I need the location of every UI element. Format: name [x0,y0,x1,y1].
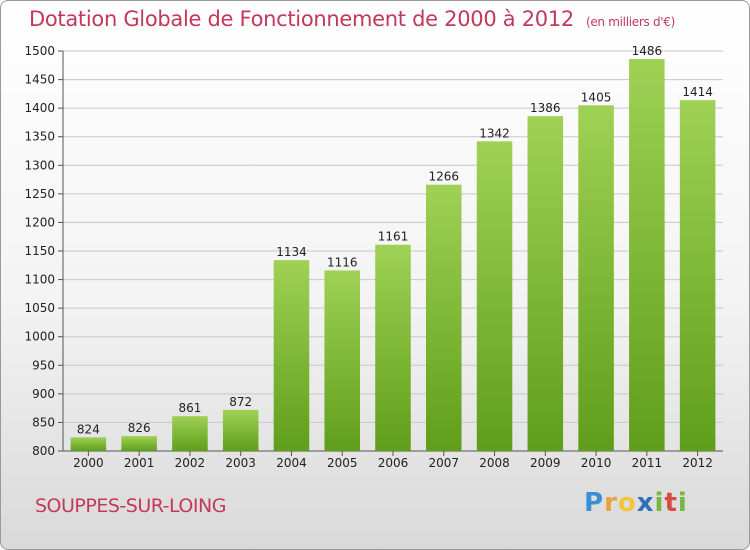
value-label-2001: 826 [128,421,151,435]
y-tick-label: 900 [32,387,55,401]
x-tick-label-2012: 2012 [682,456,713,470]
value-label-2004: 1134 [276,245,307,259]
value-label-2005: 1116 [327,255,358,269]
bar-2006 [375,244,411,451]
x-tick-label-2004: 2004 [276,456,307,470]
bar-2000 [70,437,107,451]
value-label-2003: 872 [229,395,252,409]
labels: 824 826 861 872 1134 1116 1161 1266 1342 1386 1405… [77,44,713,436]
chart-subtitle: (en milliers d'€) [585,15,675,29]
bar-2012 [679,100,716,452]
x-tick-label-2011: 2011 [632,456,663,470]
value-label-2008: 1342 [479,126,510,140]
y-tick-label: 1250 [24,187,55,201]
bar-2008 [476,141,513,452]
bar-2005 [324,270,360,451]
y-tick-label: 1050 [24,301,55,315]
value-label-2010: 1405 [581,90,612,104]
chart-title-text: Dotation Globale de Fonctionnement de 20… [29,7,574,31]
bar-2001 [121,436,157,451]
x-tick-label-2002: 2002 [175,456,206,470]
bar-2007 [426,184,462,451]
value-label-2007: 1266 [428,170,459,184]
x-tick-label-2006: 2006 [378,456,409,470]
y-tick-label: 1300 [24,158,55,172]
bar-2004 [273,260,310,451]
bar-2010 [578,105,614,452]
y-tick-label: 1150 [24,244,55,258]
y-tick-label: 800 [32,444,55,458]
x-tick-label-2009: 2009 [530,456,561,470]
y-tick-label: 1100 [24,273,55,287]
bar-2002 [172,416,208,451]
value-label-2009: 1386 [530,101,561,115]
axes: 800 850 900 950 1000 1050 1100 1150 1200 1250 1300… [24,44,723,470]
bar-2003 [222,409,259,451]
x-tick-label-2001: 2001 [124,456,155,470]
y-tick-label: 1450 [24,73,55,87]
x-tick-label-2005: 2005 [327,456,358,470]
bar-2011 [629,59,665,451]
x-tick-label-2010: 2010 [581,456,612,470]
bars [70,59,716,452]
y-tick-label: 1350 [24,130,55,144]
y-tick-label: 1200 [24,215,55,229]
x-tick-label-2003: 2003 [225,456,256,470]
x-tick-label-2000: 2000 [73,456,104,470]
y-tick-label: 1500 [24,44,55,58]
chart-title: Dotation Globale de Fonctionnement de 20… [29,7,675,31]
value-label-2006: 1161 [378,230,409,244]
y-tick-label: 1400 [24,101,55,115]
value-label-2002: 861 [178,401,201,415]
x-tick-label-2007: 2007 [428,456,459,470]
y-tick-label: 1000 [24,330,55,344]
proxiti-logo[interactable]: Proxiti [584,488,688,518]
x-tick-label-2008: 2008 [479,456,510,470]
value-label-2011: 1486 [632,44,663,58]
value-label-2012: 1414 [682,85,713,99]
y-tick-label: 850 [32,415,55,429]
bar-2009 [527,116,564,452]
y-tick-label: 950 [32,358,55,372]
value-label-2000: 824 [77,422,100,436]
town-name: SOUPPES-SUR-LOING [35,495,226,517]
